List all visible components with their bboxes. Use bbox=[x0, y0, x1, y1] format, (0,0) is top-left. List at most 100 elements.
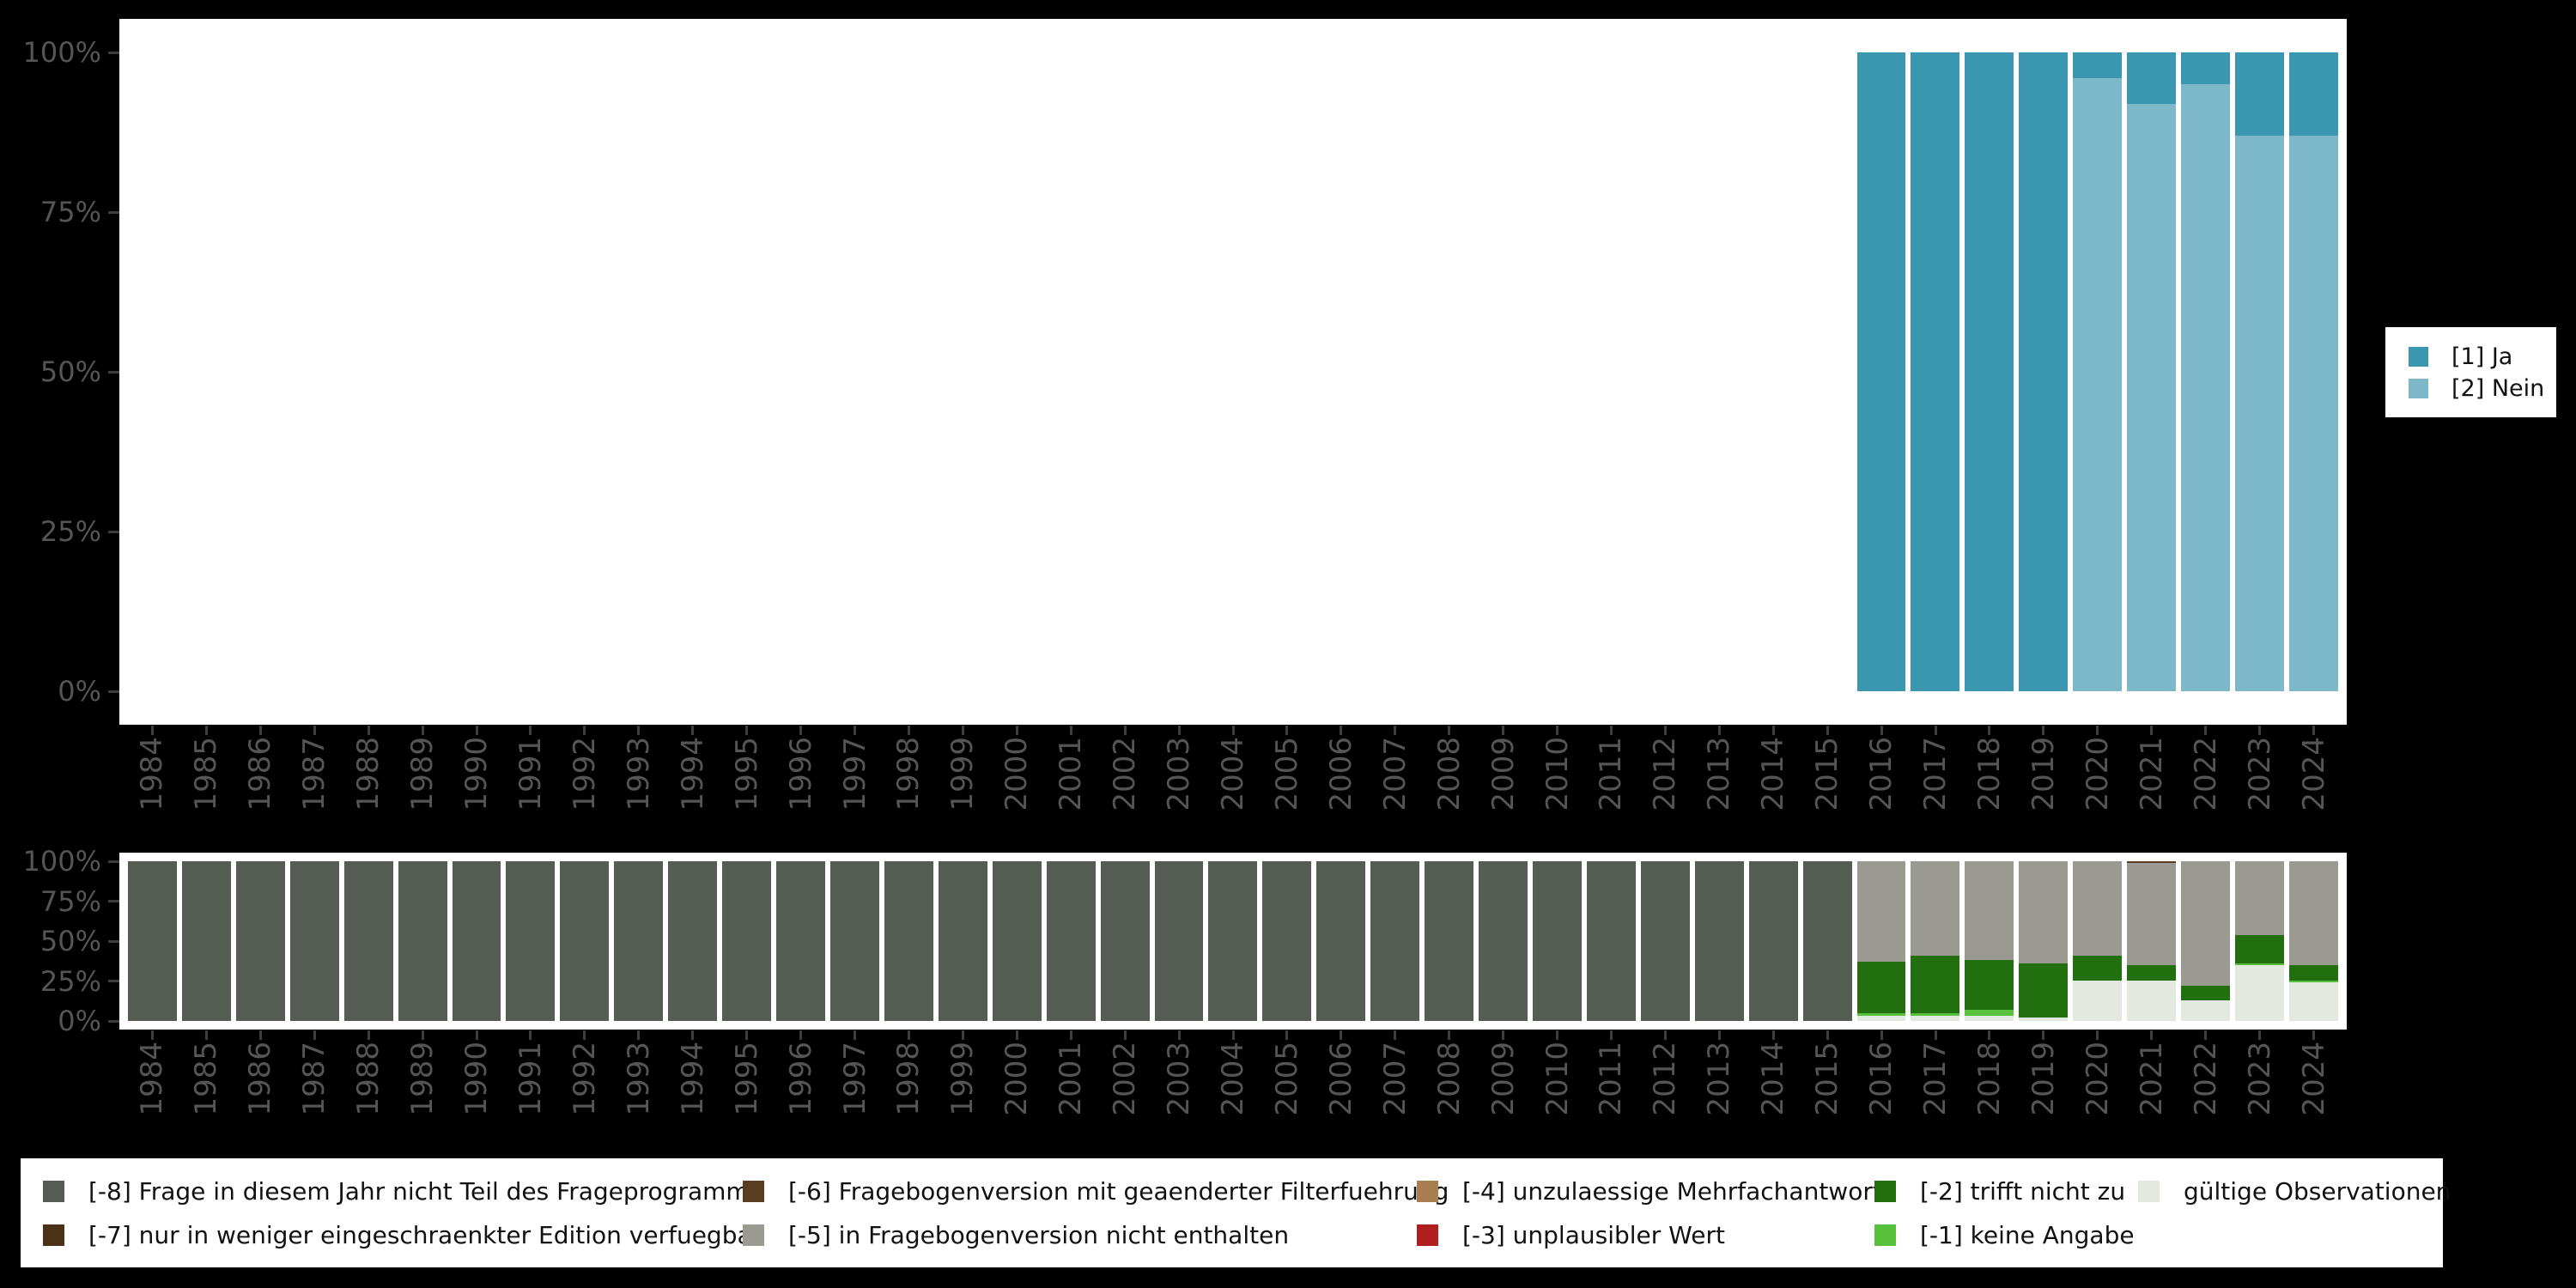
bar-1998 bbox=[884, 52, 933, 691]
bar-2010 bbox=[1532, 861, 1582, 1021]
x-tick-label-text: 2008 bbox=[1431, 737, 1467, 811]
x-tick bbox=[1340, 1030, 1343, 1040]
bar-2021 bbox=[2127, 52, 2177, 691]
x-tick bbox=[799, 726, 803, 735]
bar-2002 bbox=[1101, 52, 1150, 691]
y-tick-label-0%: 0% bbox=[58, 675, 101, 708]
x-tick-label-1989: 1989 bbox=[405, 737, 440, 833]
x-tick-label-text: 2001 bbox=[1054, 1042, 1089, 1116]
x-tick-label-text: 2003 bbox=[1162, 737, 1197, 811]
x-tick-label-text: 1995 bbox=[729, 1042, 764, 1116]
x-tick-label-2013: 2013 bbox=[1702, 1042, 1736, 1138]
x-tick bbox=[745, 726, 749, 735]
bar-2017 bbox=[1911, 861, 1960, 1021]
legend-item: [-6] Fragebogenversion mit geaenderter F… bbox=[743, 1177, 1449, 1206]
bar-2010 bbox=[1533, 52, 1582, 691]
x-tick-label-1998: 1998 bbox=[891, 737, 926, 833]
bar-2003 bbox=[1154, 861, 1204, 1021]
x-tick-label-1995: 1995 bbox=[730, 737, 764, 833]
bar-segment [-1] keine Angabe bbox=[1911, 1012, 1960, 1017]
x-tick-label-text: 2020 bbox=[2080, 1042, 2115, 1116]
answer-legend: [1] Ja [2] Nein bbox=[2385, 327, 2556, 417]
x-tick-label-text: 1994 bbox=[675, 737, 710, 811]
x-tick bbox=[583, 1030, 586, 1040]
x-tick-label-1999: 1999 bbox=[945, 1042, 980, 1138]
x-tick-label-text: 1992 bbox=[567, 737, 602, 811]
legend-item: [-2] trifft nicht zu bbox=[1874, 1177, 2125, 1206]
bar-segment [-8] Frage in diesem Jahr nicht Teil des Frageprogramms bbox=[884, 861, 933, 1021]
x-tick bbox=[2258, 1030, 2262, 1040]
x-tick bbox=[2312, 726, 2316, 735]
x-tick-label-1989: 1989 bbox=[405, 1042, 440, 1138]
bar-2020 bbox=[2073, 861, 2123, 1021]
bar-segment [-8] Frage in diesem Jahr nicht Teil des Frageprogramms bbox=[1316, 861, 1366, 1021]
x-tick-label-1995: 1995 bbox=[729, 1042, 764, 1138]
bar-segment [-8] Frage in diesem Jahr nicht Teil des Frageprogramms bbox=[668, 861, 718, 1021]
x-tick bbox=[204, 726, 208, 735]
x-tick bbox=[1123, 1030, 1127, 1040]
x-tick-label-text: 2012 bbox=[1648, 737, 1683, 811]
bar-segment [-8] Frage in diesem Jahr nicht Teil des Frageprogramms bbox=[452, 861, 501, 1021]
bar-segment [-8] Frage in diesem Jahr nicht Teil des Frageprogramms bbox=[1479, 861, 1528, 1021]
x-tick bbox=[637, 1030, 641, 1040]
x-tick bbox=[854, 1030, 856, 1040]
bar-1989 bbox=[398, 52, 447, 691]
x-tick-label-text: 1990 bbox=[459, 737, 495, 811]
bar-1999 bbox=[939, 52, 987, 691]
x-tick bbox=[1069, 1030, 1072, 1040]
x-tick bbox=[1502, 1030, 1505, 1040]
legend-label: [-2] trifft nicht zu bbox=[1920, 1177, 2126, 1206]
x-tick bbox=[1448, 726, 1451, 735]
x-tick-label-text: 1985 bbox=[189, 737, 224, 811]
bar-2020 bbox=[2073, 52, 2123, 691]
bar-segment [-5] in Fragebogenversion nicht enthalten bbox=[2234, 861, 2284, 935]
y-tick-label-25%: 25% bbox=[39, 964, 101, 998]
x-tick bbox=[1556, 1030, 1559, 1040]
bar-segment [-2] trifft nicht zu bbox=[2073, 955, 2123, 981]
bar-segment [-5] in Fragebogenversion nicht enthalten bbox=[1856, 861, 1906, 963]
x-tick bbox=[2150, 726, 2154, 735]
bar-1987 bbox=[290, 52, 339, 691]
x-tick bbox=[1771, 1030, 1775, 1040]
legend-label: [-6] Fragebogenversion mit geaenderter F… bbox=[788, 1177, 1449, 1206]
bar-2001 bbox=[1047, 52, 1096, 691]
x-tick-label-1991: 1991 bbox=[513, 1042, 548, 1138]
bar-2018 bbox=[1965, 52, 2014, 691]
y-tick bbox=[108, 530, 119, 533]
bar-2021 bbox=[2127, 861, 2177, 1021]
x-tick-label-text: 2001 bbox=[1054, 737, 1089, 811]
x-tick bbox=[1556, 726, 1559, 735]
bar-segment [-5] in Fragebogenversion nicht enthalten bbox=[2181, 861, 2230, 987]
x-tick-label-2022: 2022 bbox=[2189, 737, 2223, 833]
bar-segment [-8] Frage in diesem Jahr nicht Teil des Frageprogramms bbox=[1802, 861, 1852, 1021]
bar-2014 bbox=[1748, 861, 1798, 1021]
bar-segment [-8] Frage in diesem Jahr nicht Teil des Frageprogramms bbox=[289, 861, 339, 1021]
bar-1992 bbox=[560, 52, 609, 691]
x-tick bbox=[907, 726, 910, 735]
x-tick-label-text: 2023 bbox=[2242, 1042, 2277, 1116]
bar-1996 bbox=[776, 52, 825, 691]
bar-segment [-8] Frage in diesem Jahr nicht Teil des Frageprogramms bbox=[1262, 861, 1312, 1021]
x-tick-label-2003: 2003 bbox=[1162, 737, 1197, 833]
x-tick-label-text: 2019 bbox=[2026, 1042, 2061, 1116]
y-tick bbox=[108, 690, 119, 693]
bar-segment [2] Nein bbox=[2234, 135, 2284, 691]
x-tick bbox=[1177, 726, 1181, 735]
x-tick-label-2015: 2015 bbox=[1810, 1042, 1844, 1138]
y-tick-label-75%: 75% bbox=[39, 884, 101, 918]
x-tick-label-text: 2007 bbox=[1377, 737, 1413, 811]
bar-segment [-2] trifft nicht zu bbox=[1965, 960, 2014, 1010]
bar-1995 bbox=[722, 52, 771, 691]
bar-segment gültige Observationen bbox=[2288, 982, 2338, 1021]
x-tick bbox=[907, 1030, 910, 1040]
legend-label: [-1] keine Angabe bbox=[1920, 1221, 2135, 1249]
bar-segment [-8] Frage in diesem Jahr nicht Teil des Frageprogramms bbox=[560, 861, 610, 1021]
x-tick-label-2009: 2009 bbox=[1485, 1042, 1521, 1138]
x-tick-label-text: 2009 bbox=[1485, 1042, 1521, 1116]
x-tick bbox=[1394, 726, 1397, 735]
bar-1984 bbox=[128, 52, 177, 691]
x-tick-label-1984: 1984 bbox=[135, 1042, 169, 1138]
bar-2023 bbox=[2234, 861, 2284, 1021]
x-tick bbox=[583, 726, 586, 735]
